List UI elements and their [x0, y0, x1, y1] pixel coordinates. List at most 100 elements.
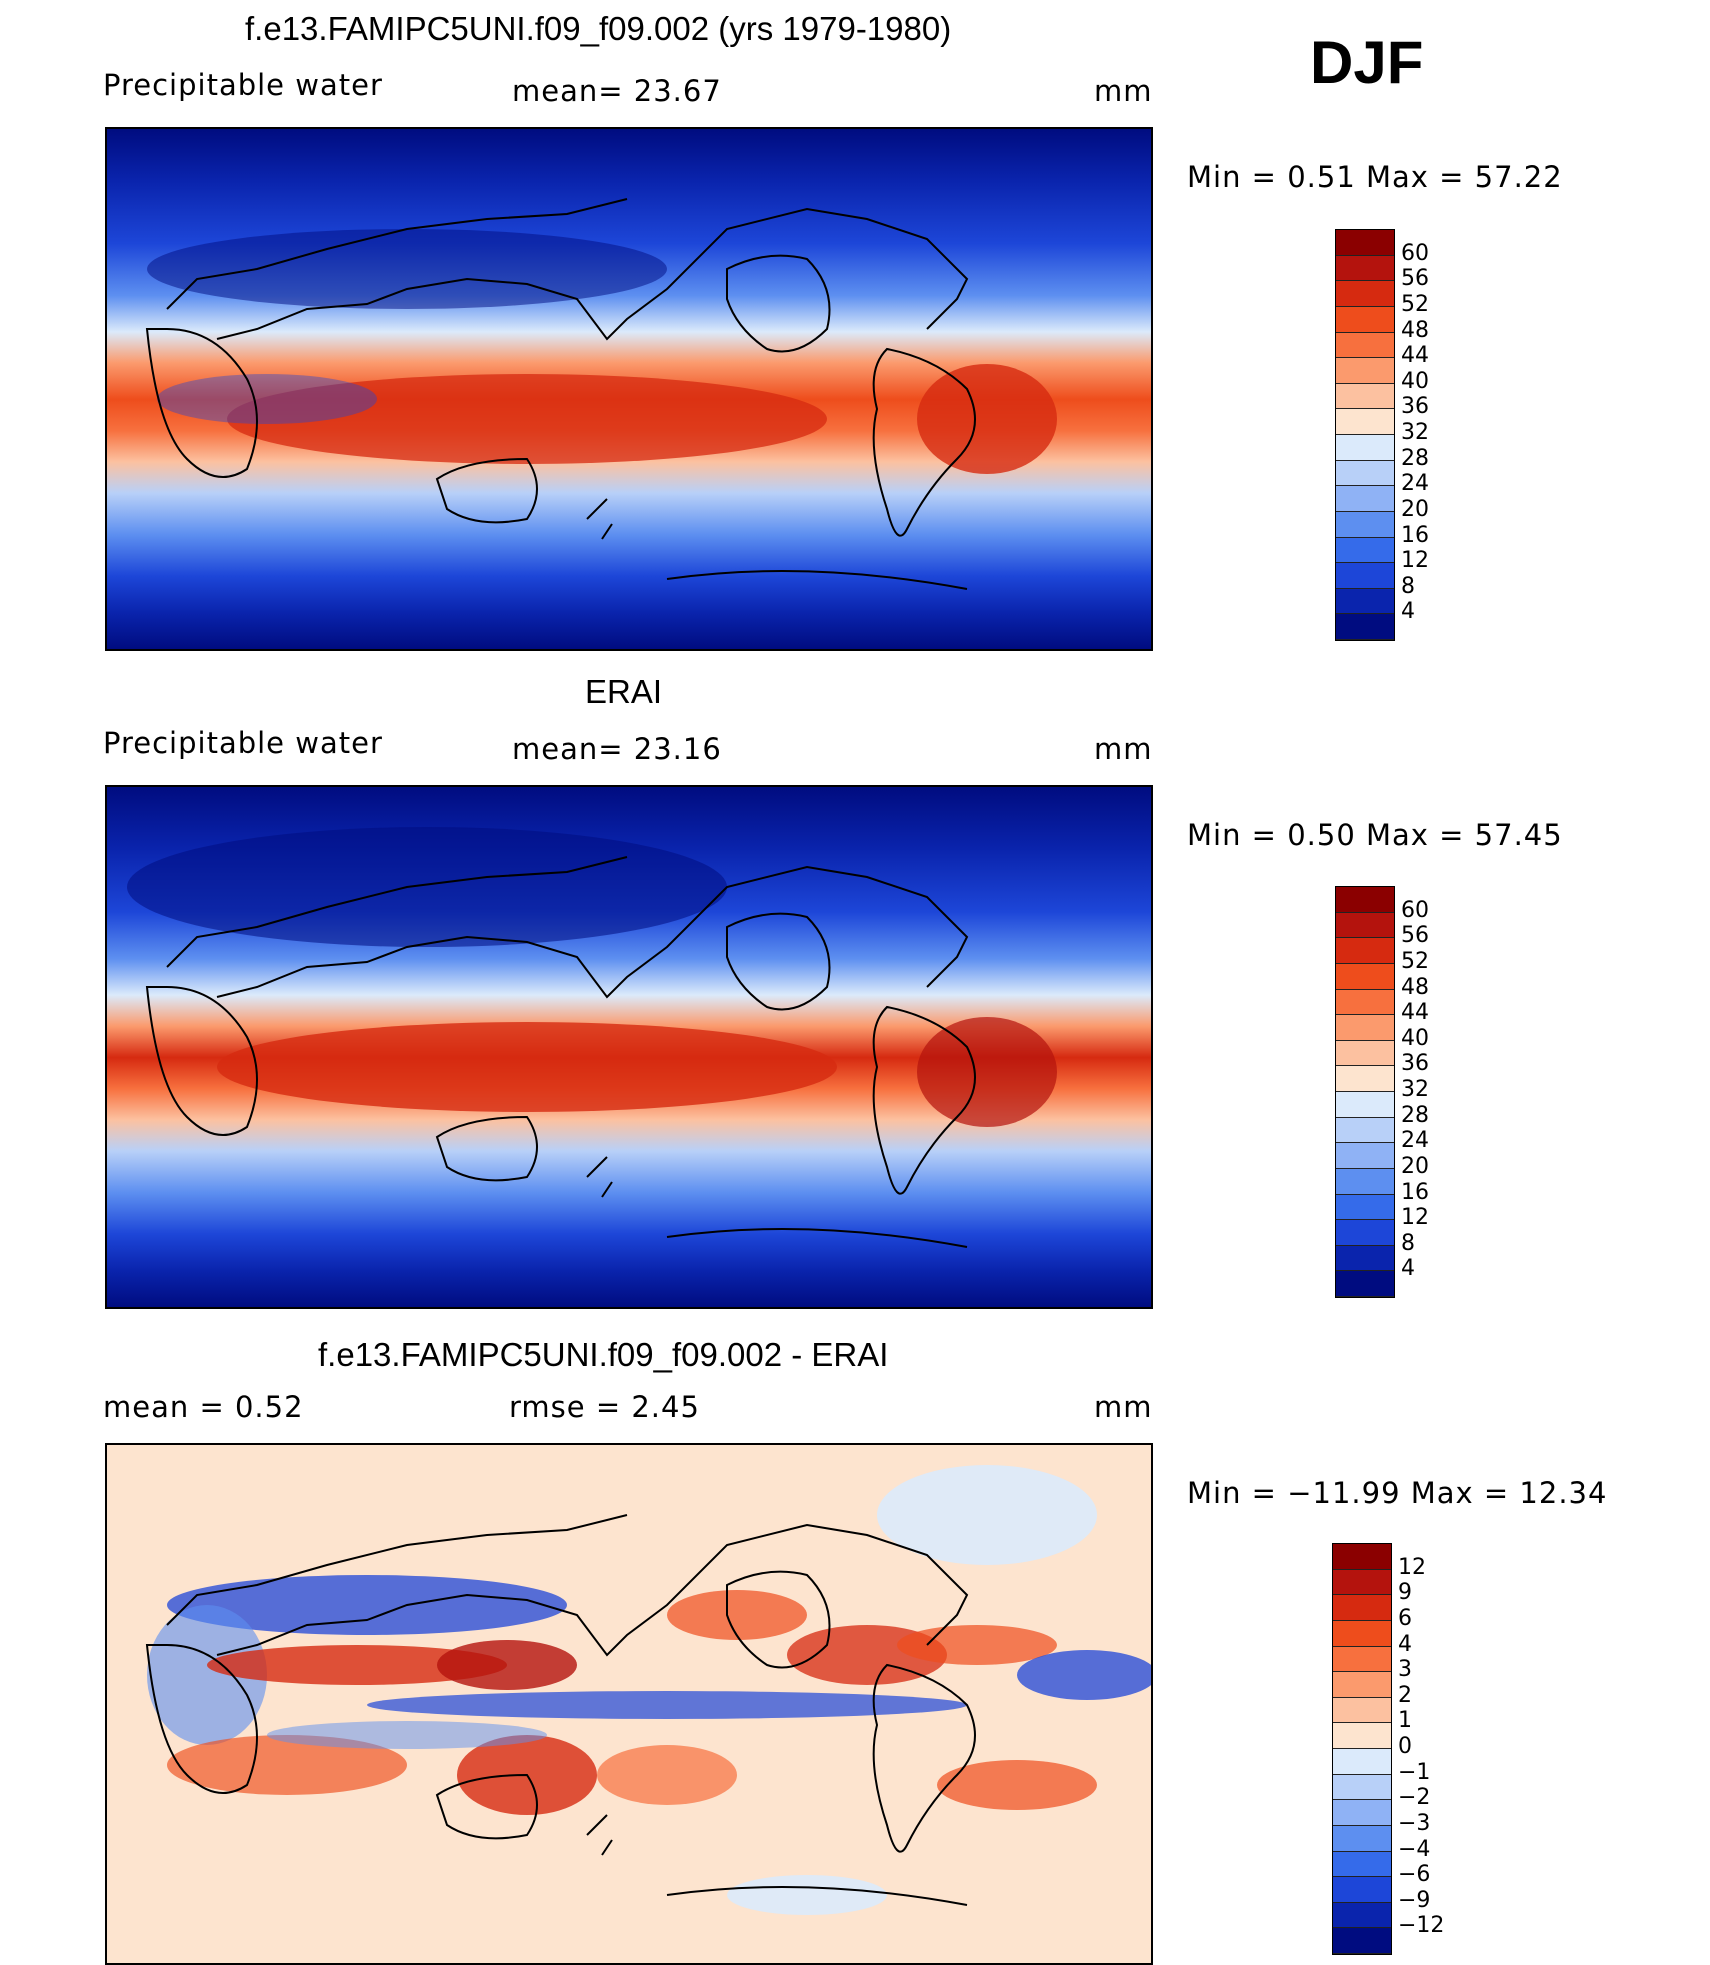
colorbar-tick-label: 36 — [1401, 1051, 1429, 1077]
colorbar-tick-label: 8 — [1401, 573, 1415, 599]
colorbar-tick-label: 16 — [1401, 1179, 1429, 1205]
colorbar-tick-label: 8 — [1401, 1230, 1415, 1256]
colorbar-tick-label: −2 — [1398, 1785, 1431, 1811]
colorbar-segment — [1336, 1143, 1394, 1169]
colorbar-tick-label: 12 — [1401, 1205, 1429, 1231]
panel-1-map — [105, 127, 1153, 651]
colorbar-tick-label: 0 — [1398, 1734, 1412, 1759]
colorbar-segment — [1333, 1851, 1391, 1878]
panel-1-units: mm — [1094, 74, 1153, 108]
colorbar-tick-label: 28 — [1401, 1102, 1429, 1128]
colorbar-segment — [1336, 887, 1394, 913]
colorbar-tick-label: 4 — [1401, 599, 1415, 625]
colorbar-segment — [1333, 1723, 1391, 1749]
colorbar-tick-label: 40 — [1401, 368, 1429, 394]
panel-2-units: mm — [1094, 732, 1153, 766]
colorbar-tick-label: −12 — [1398, 1913, 1445, 1939]
colorbar-segment — [1336, 1092, 1394, 1118]
colorbar-segment — [1336, 1117, 1394, 1144]
colorbar-tick-label: 24 — [1401, 1128, 1429, 1154]
panel-2-title: ERAI — [585, 673, 663, 710]
panel-1-mean-label: mean= 23.67 — [512, 74, 722, 108]
colorbar-tick-label: 6 — [1398, 1605, 1412, 1631]
colorbar-segment — [1336, 435, 1394, 461]
colorbar-segment — [1336, 332, 1394, 359]
colorbar-tick-label: 44 — [1401, 343, 1429, 369]
colorbar-segment — [1336, 358, 1394, 384]
colorbar-tick-label: 20 — [1401, 1153, 1429, 1179]
colorbar-tick-label: −1 — [1398, 1759, 1431, 1785]
colorbar-tick-label: 9 — [1398, 1580, 1412, 1606]
panel-2-map — [105, 785, 1153, 1309]
colorbar-tick-label: −3 — [1398, 1810, 1431, 1836]
panel-3-rmse-label: rmse = 2.45 — [509, 1390, 700, 1424]
colorbar-tick-label: 52 — [1401, 948, 1429, 974]
colorbar-segment — [1336, 1040, 1394, 1067]
colorbar-tick-label: 40 — [1401, 1025, 1429, 1051]
colorbar-segment — [1336, 486, 1394, 512]
colorbar-segment — [1336, 281, 1394, 307]
colorbar-tick-label: −4 — [1398, 1836, 1431, 1862]
colorbar-segment — [1333, 1620, 1391, 1647]
colorbar-segment — [1336, 1066, 1394, 1092]
colorbar-tick-label: 4 — [1398, 1631, 1412, 1657]
panel-3-map — [105, 1443, 1153, 1965]
colorbar-tick-label: 1 — [1398, 1708, 1412, 1734]
colorbar-segment — [1336, 511, 1394, 538]
colorbar-tick-label: 24 — [1401, 471, 1429, 497]
colorbar-tick-label: −6 — [1398, 1862, 1431, 1888]
colorbar-segment — [1336, 1015, 1394, 1041]
panel-3-title: f.e13.FAMIPC5UNI.f09_f09.002 - ERAI — [318, 1336, 889, 1373]
panel-2-variable-label: Precipitable water — [103, 726, 383, 760]
colorbar-segment — [1333, 1749, 1391, 1775]
colorbar-segment — [1336, 563, 1394, 589]
colorbar-tick-label: 3 — [1398, 1657, 1412, 1683]
colorbar-tick-label: 4 — [1401, 1256, 1415, 1282]
colorbar-tick-label: 16 — [1401, 522, 1429, 548]
colorbar-tick-label: 56 — [1401, 266, 1429, 292]
colorbar-segment — [1333, 1800, 1391, 1826]
colorbar-segment — [1333, 1595, 1391, 1621]
colorbar-tick-label: 2 — [1398, 1682, 1412, 1708]
colorbar-segment — [1336, 938, 1394, 964]
colorbar-segment — [1333, 1877, 1391, 1903]
colorbar-segment — [1336, 588, 1394, 615]
colorbar-tick-label: 52 — [1401, 291, 1429, 317]
colorbar-tick-label: 12 — [1398, 1554, 1426, 1580]
colorbar-tick-label: 60 — [1401, 240, 1429, 266]
colorbar-segment — [1333, 1825, 1391, 1852]
colorbar-segment — [1336, 460, 1394, 487]
colorbar-segment — [1336, 1271, 1394, 1297]
colorbar-segment — [1336, 963, 1394, 990]
colorbar-segment — [1336, 409, 1394, 435]
colorbar-segment — [1336, 537, 1394, 564]
colorbar-tick-label: 28 — [1401, 445, 1429, 471]
colorbar-segment — [1333, 1902, 1391, 1929]
panel-3-units: mm — [1094, 1390, 1153, 1424]
season-label: DJF — [1310, 29, 1424, 96]
colorbar-tick-label: 20 — [1401, 496, 1429, 522]
colorbar-tick-label: 32 — [1401, 420, 1429, 445]
colorbar-tick-label: 12 — [1401, 548, 1429, 574]
colorbar-segment — [1336, 1220, 1394, 1246]
panel-3-minmax: Min = −11.99 Max = 12.34 — [1187, 1476, 1608, 1510]
panel-2-colorbar — [1335, 886, 1395, 1298]
panel-1-title: f.e13.FAMIPC5UNI.f09_f09.002 (yrs 1979-1… — [245, 10, 952, 47]
colorbar-segment — [1333, 1697, 1391, 1724]
colorbar-segment — [1333, 1928, 1391, 1954]
colorbar-segment — [1333, 1544, 1391, 1570]
colorbar-segment — [1336, 306, 1394, 333]
colorbar-segment — [1336, 1245, 1394, 1272]
colorbar-tick-label: 44 — [1401, 1000, 1429, 1026]
colorbar-segment — [1333, 1646, 1391, 1673]
panel-2-minmax: Min = 0.50 Max = 57.45 — [1187, 818, 1563, 852]
colorbar-segment — [1333, 1774, 1391, 1801]
colorbar-segment — [1336, 1168, 1394, 1195]
colorbar-segment — [1336, 255, 1394, 282]
colorbar-tick-label: 48 — [1401, 317, 1429, 343]
colorbar-segment — [1333, 1569, 1391, 1596]
colorbar-tick-label: −9 — [1398, 1887, 1431, 1913]
panel-1-minmax: Min = 0.51 Max = 57.22 — [1187, 160, 1563, 194]
panel-1-colorbar — [1335, 229, 1395, 641]
colorbar-segment — [1336, 1194, 1394, 1221]
